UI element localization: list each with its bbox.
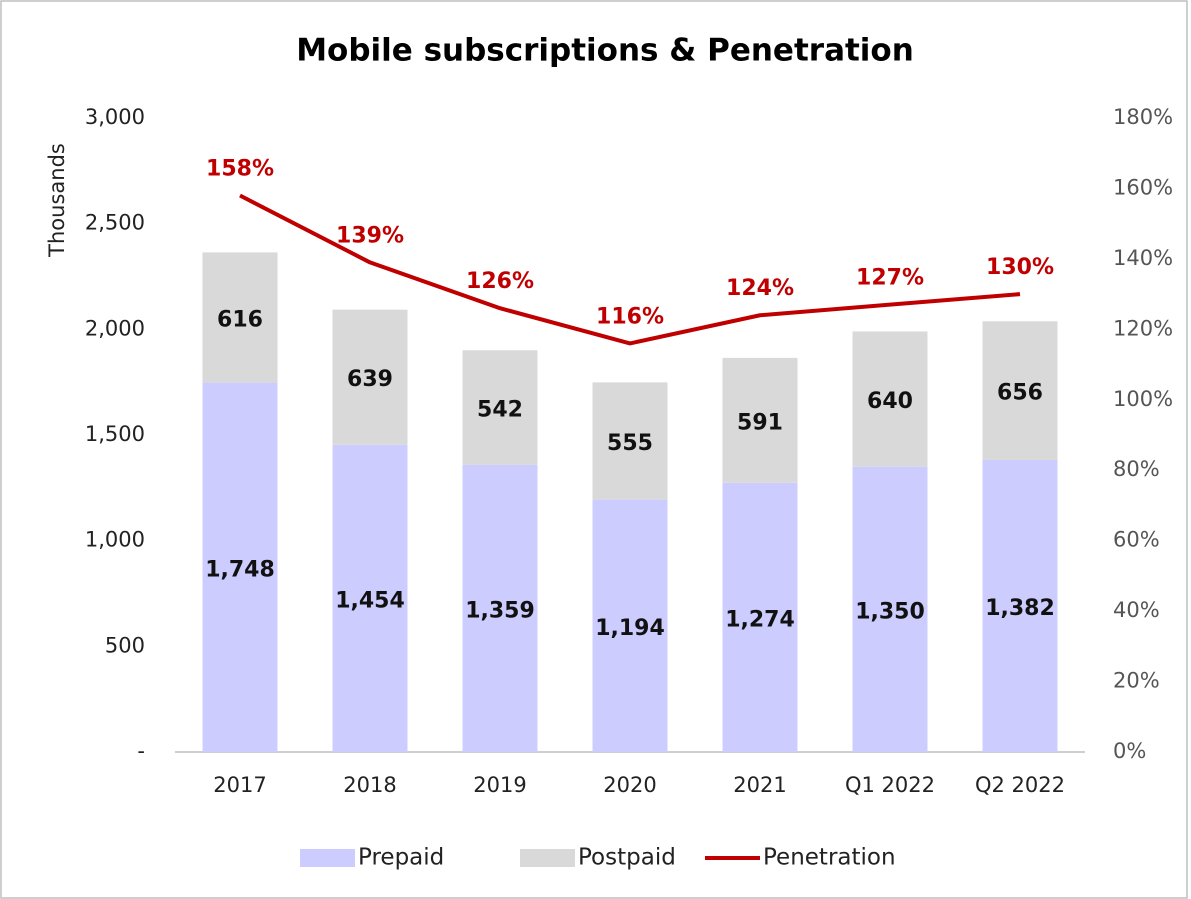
y-tick-label: 500: [105, 633, 145, 657]
y-tick-label: 2,000: [85, 316, 145, 340]
bar-segment: [592, 382, 668, 500]
data-label: 1,194: [595, 616, 665, 641]
legend-label: Prepaid: [358, 845, 444, 871]
x-tick-label: Q1 2022: [845, 773, 935, 797]
data-label: 1,274: [725, 607, 795, 632]
y2-tick-label: 180%: [1113, 105, 1173, 129]
bar-segment: [852, 331, 928, 467]
y-tick-label: 1,500: [85, 422, 145, 446]
y-tick-label: -: [137, 739, 145, 763]
line-data-label: 130%: [986, 255, 1054, 280]
x-tick-label: Q2 2022: [975, 773, 1065, 797]
y2-tick-label: 0%: [1113, 739, 1146, 763]
y-axis-label: Thousands: [45, 143, 69, 258]
x-tick-label: 2018: [343, 773, 396, 797]
line-data-label: 127%: [856, 266, 924, 291]
y-tick-label: 2,500: [85, 211, 145, 235]
data-label: 1,748: [205, 557, 275, 582]
x-tick-label: 2021: [733, 773, 786, 797]
data-label: 639: [347, 367, 393, 392]
bar-segment: [202, 252, 278, 383]
line-data-label: 126%: [466, 269, 534, 294]
chart-title: Mobile subscriptions & Penetration: [296, 33, 914, 69]
y2-tick-label: 20%: [1113, 669, 1160, 693]
legend-label: Postpaid: [578, 845, 676, 871]
data-label: 1,359: [465, 598, 535, 623]
bar-segment: [722, 482, 798, 752]
bar-segment: [982, 459, 1058, 752]
data-label: 542: [477, 398, 523, 423]
bar-segment: [592, 499, 668, 752]
bar-segment: [982, 321, 1058, 460]
y-tick-label: 3,000: [85, 105, 145, 129]
data-label: 555: [607, 431, 653, 456]
bar-segment: [202, 382, 278, 752]
data-label: 640: [867, 389, 913, 414]
line-data-label: 139%: [336, 223, 404, 248]
y2-tick-label: 120%: [1113, 316, 1173, 340]
legend-swatch: [300, 849, 355, 867]
bar-segment: [332, 309, 408, 445]
data-label: 1,454: [335, 588, 405, 613]
bar-segment: [462, 464, 538, 752]
line-series: [239, 193, 1021, 346]
x-tick-label: 2020: [603, 773, 656, 797]
bar-segment: [332, 444, 408, 752]
data-label: 616: [217, 307, 263, 332]
y2-tick-label: 60%: [1113, 528, 1160, 552]
y-tick-label: 1,000: [85, 528, 145, 552]
data-label: 591: [737, 410, 783, 435]
data-label: 656: [997, 381, 1043, 406]
bar-segment: [852, 466, 928, 752]
y2-tick-label: 100%: [1113, 387, 1173, 411]
x-tick-label: 2019: [473, 773, 526, 797]
line-data-label: 116%: [596, 304, 664, 329]
line-data-label: 124%: [726, 276, 794, 301]
legend-swatch: [520, 849, 575, 867]
data-label: 1,382: [985, 596, 1055, 621]
y2-tick-label: 80%: [1113, 457, 1160, 481]
x-tick-label: 2017: [213, 773, 266, 797]
bar-segment: [462, 350, 538, 465]
legend-label: Penetration: [763, 845, 896, 871]
y2-tick-label: 140%: [1113, 246, 1173, 270]
data-label: 1,350: [855, 599, 925, 624]
y2-tick-label: 160%: [1113, 175, 1173, 199]
bar-segment: [722, 357, 798, 483]
line-data-label: 158%: [206, 156, 274, 181]
y2-tick-label: 40%: [1113, 598, 1160, 622]
